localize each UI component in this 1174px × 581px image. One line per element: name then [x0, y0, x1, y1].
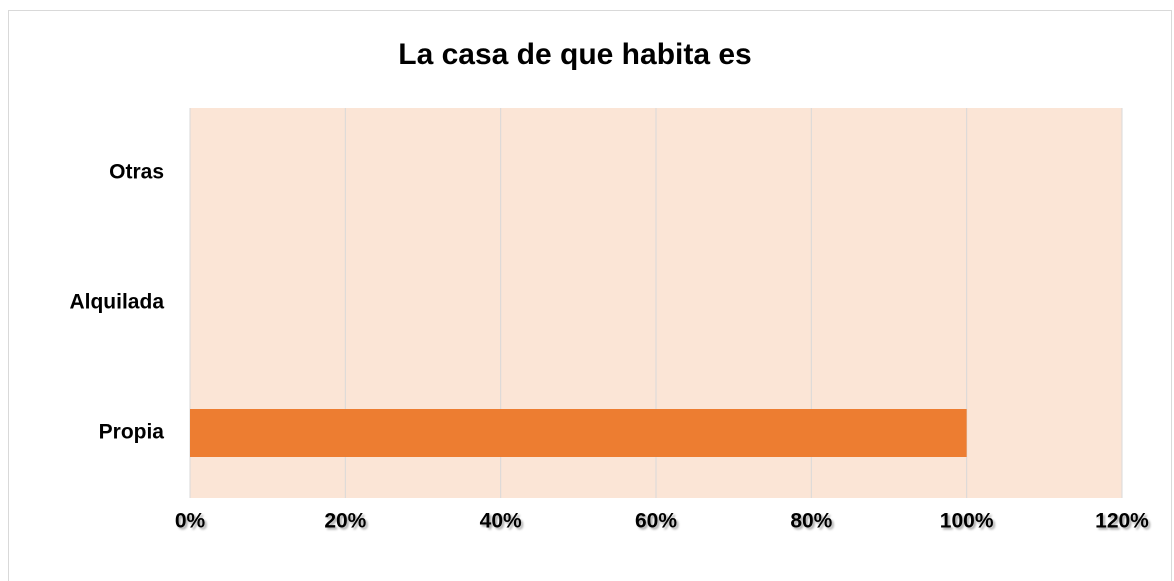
x-tick-label: 40% — [480, 510, 522, 533]
x-tick-label: 20% — [324, 510, 366, 533]
x-tick-label: 0% — [175, 510, 206, 533]
x-tick-label: 60% — [635, 510, 677, 533]
x-tick-label: 80% — [790, 510, 832, 533]
y-tick-label: Propia — [99, 421, 165, 444]
bar — [190, 409, 967, 457]
x-tick-label: 100% — [940, 510, 994, 533]
chart-title: La casa de que habita es — [398, 38, 751, 71]
x-tick-label: 120% — [1095, 510, 1149, 533]
y-tick-label: Otras — [109, 161, 164, 184]
y-tick-label: Alquilada — [69, 291, 164, 314]
